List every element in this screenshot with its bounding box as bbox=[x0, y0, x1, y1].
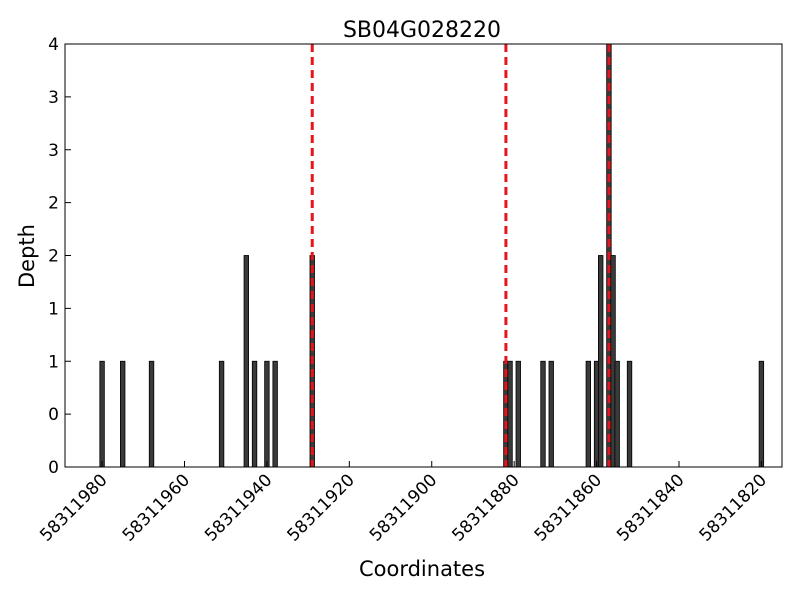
x-tick-label: 58311880 bbox=[448, 470, 523, 545]
y-tick-label: 1 bbox=[48, 352, 59, 372]
x-tick-label: 58311920 bbox=[284, 470, 359, 545]
depth-bar bbox=[243, 255, 249, 468]
y-tick-label: 0 bbox=[48, 405, 59, 425]
depth-bar bbox=[758, 360, 765, 468]
depth-bar bbox=[614, 360, 620, 468]
depth-bar bbox=[272, 360, 278, 468]
depth-bar bbox=[548, 360, 554, 468]
x-tick-label: 58311960 bbox=[119, 470, 194, 545]
x-tick-label: 58311820 bbox=[696, 470, 771, 545]
y-tick-label: 2 bbox=[48, 247, 59, 267]
y-tick-label: 4 bbox=[48, 35, 59, 55]
depth-bar bbox=[148, 360, 155, 468]
x-tick-label: 58311860 bbox=[531, 470, 606, 545]
y-axis-label: Depth bbox=[15, 224, 39, 288]
y-tick-group: 0 0 1 1 2 2 3 3 4 bbox=[48, 35, 71, 478]
y-tick-label: 0 bbox=[48, 458, 59, 478]
x-tick-group: 58311980 58311960 58311940 58311920 58311900… bbox=[36, 461, 771, 546]
x-tick-label: 58311940 bbox=[201, 470, 276, 545]
chart-title: SB04G028220 bbox=[343, 18, 501, 43]
y-tick-label: 1 bbox=[48, 299, 59, 319]
x-axis-label: Coordinates bbox=[359, 557, 485, 581]
depth-bar bbox=[251, 360, 258, 468]
depth-bar bbox=[515, 360, 521, 468]
bar-group bbox=[99, 43, 765, 468]
depth-bar bbox=[585, 360, 591, 468]
depth-bar bbox=[120, 360, 126, 468]
depth-bar bbox=[99, 360, 105, 468]
x-tick-label: 58311840 bbox=[613, 470, 688, 545]
y-tick-label: 2 bbox=[48, 194, 59, 214]
depth-bar bbox=[540, 360, 546, 468]
depth-bar bbox=[626, 360, 633, 468]
depth-bar bbox=[507, 360, 513, 468]
reference-line-group bbox=[310, 44, 611, 467]
depth-bar bbox=[218, 360, 225, 468]
depth-bar bbox=[264, 360, 270, 468]
plot-frame bbox=[64, 43, 783, 468]
depth-bar bbox=[598, 255, 604, 468]
y-tick-label: 3 bbox=[48, 88, 59, 108]
x-tick-label: 58311900 bbox=[366, 470, 441, 545]
x-tick-label: 58311980 bbox=[36, 470, 111, 545]
y-tick-label: 3 bbox=[48, 141, 59, 161]
